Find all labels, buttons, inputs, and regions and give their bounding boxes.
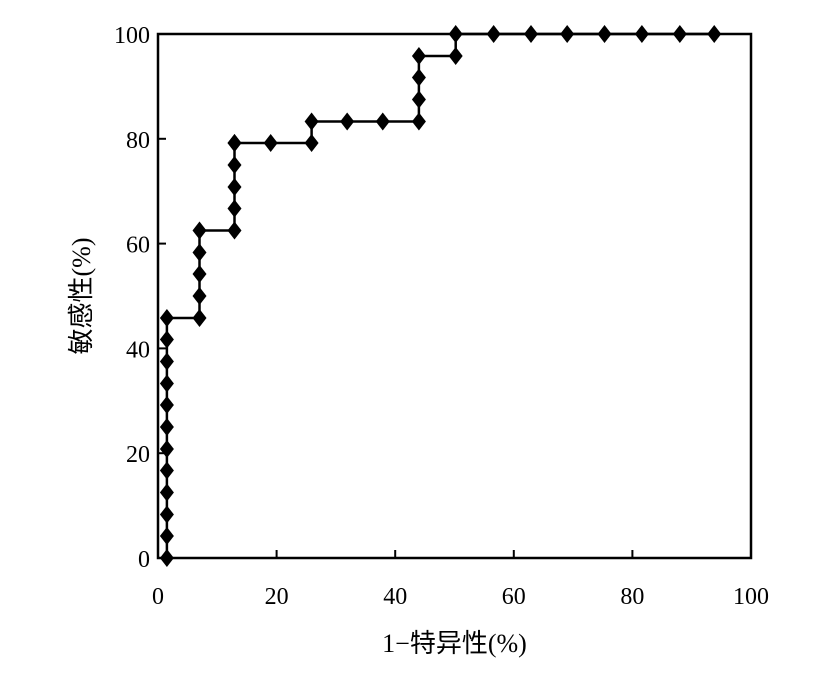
data-point-marker <box>159 309 174 328</box>
data-point-marker <box>486 25 501 43</box>
data-point-marker <box>227 199 242 218</box>
data-point-marker <box>159 440 174 459</box>
data-point-marker <box>411 112 426 131</box>
data-point-marker <box>411 47 426 66</box>
data-point-marker <box>672 25 687 43</box>
data-point-marker <box>560 25 575 43</box>
data-point-marker <box>192 243 207 262</box>
x-axis-title: 1−特异性(%) <box>382 629 527 658</box>
data-point-marker <box>304 133 319 152</box>
data-point-marker <box>375 112 390 131</box>
tick-labels: 0 20 40 60 80 100 0 20 40 60 80 100 <box>114 23 769 610</box>
y-tick-label: 0 <box>138 547 150 573</box>
data-point-marker <box>411 68 426 87</box>
data-point-marker <box>411 90 426 109</box>
data-point-marker <box>159 549 174 567</box>
roc-curve-line <box>165 32 715 558</box>
y-tick-label: 100 <box>114 23 150 49</box>
y-axis-title: 敏感性(%) <box>67 238 96 355</box>
data-point-marker <box>634 25 649 43</box>
data-point-marker <box>597 25 612 43</box>
x-tick-label: 60 <box>502 584 526 610</box>
data-point-marker <box>192 264 207 283</box>
data-point-marker <box>159 330 174 349</box>
data-point-marker <box>227 133 242 152</box>
data-point-marker <box>159 395 174 414</box>
data-point-marker <box>159 352 174 371</box>
data-point-marker <box>448 25 463 43</box>
data-point-marker <box>263 133 278 152</box>
data-point-marker <box>159 374 174 393</box>
plot-frame <box>156 32 753 560</box>
y-tick-label: 80 <box>126 128 150 154</box>
y-tick-label: 40 <box>126 337 150 363</box>
data-point-marker <box>304 112 319 131</box>
axis-ticks <box>157 33 752 559</box>
data-point-marker <box>227 221 242 240</box>
x-tick-label: 20 <box>265 584 289 610</box>
y-tick-label: 60 <box>126 233 150 259</box>
data-point-marker <box>159 461 174 480</box>
data-point-marker <box>159 526 174 545</box>
x-tick-label: 100 <box>733 584 769 610</box>
data-point-marker <box>192 309 207 328</box>
x-tick-label: 40 <box>383 584 407 610</box>
data-point-marker <box>227 178 242 197</box>
data-point-marker <box>159 483 174 502</box>
data-point-marker <box>159 505 174 524</box>
data-point-marker <box>448 47 463 66</box>
y-tick-label: 20 <box>126 442 150 468</box>
data-point-marker <box>523 25 538 43</box>
data-point-marker <box>707 25 722 43</box>
data-point-marker <box>192 221 207 240</box>
x-tick-label: 0 <box>152 584 164 610</box>
data-point-marker <box>192 287 207 305</box>
x-tick-label: 80 <box>620 584 644 610</box>
data-point-marker <box>159 418 174 436</box>
data-point-marker <box>340 112 355 131</box>
data-markers <box>159 25 722 567</box>
data-point-marker <box>227 156 242 174</box>
